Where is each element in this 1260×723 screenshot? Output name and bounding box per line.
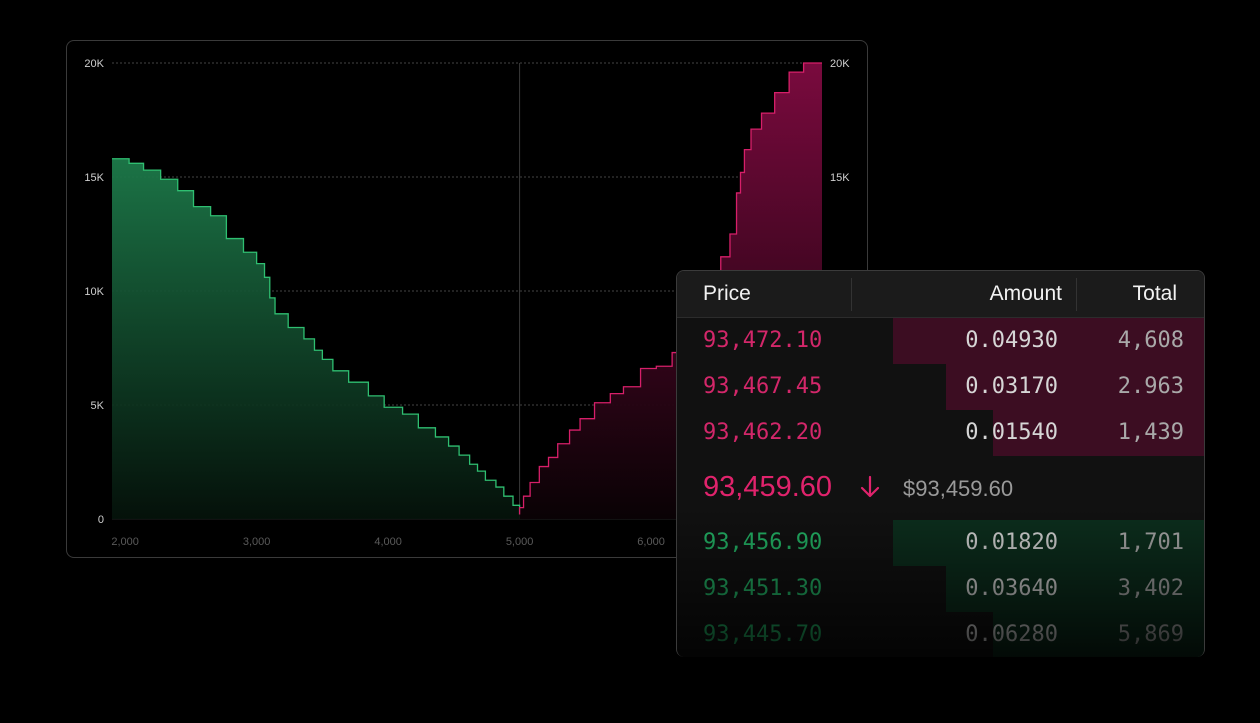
mid-price: 93,459.60	[703, 471, 833, 503]
x-tick-label: 4,000	[374, 536, 402, 548]
ask-row[interactable]: 93,462.20 0.01540 1,439	[677, 410, 1204, 456]
ask-row[interactable]: 93,472.10 0.04930 4,608	[677, 318, 1204, 364]
amount-column-header[interactable]: Amount	[989, 282, 1062, 305]
ask-total: 2.963	[1117, 374, 1184, 399]
axis-ticks: 0 5K 10K 15K 20K 15K 20K 2,000 3,000 4,000 5,000 6,…	[84, 58, 850, 548]
y-tick-label: 20K	[84, 58, 104, 70]
bid-total: 3,402	[1117, 576, 1184, 601]
ask-amount: 0.03170	[965, 374, 1058, 399]
y-tick-label: 15K	[84, 172, 104, 184]
bid-amount: 0.06280	[965, 622, 1058, 647]
bid-depth-area	[112, 158, 520, 519]
ask-depth-bar	[945, 364, 1204, 410]
ask-total: 1,439	[1117, 420, 1184, 445]
ask-amount: 0.01540	[965, 420, 1058, 445]
bid-row[interactable]: 93,451.30 0.03640 3,402	[677, 566, 1204, 612]
ask-total: 4,608	[1117, 328, 1184, 353]
bid-total: 5,869	[1117, 622, 1184, 647]
y-tick-label-right: 15K	[830, 172, 850, 184]
price-column-header[interactable]: Price	[703, 282, 751, 305]
bid-price: 93,451.30	[703, 576, 823, 601]
arrow-down-icon	[860, 475, 880, 498]
ask-price: 93,462.20	[703, 420, 823, 445]
ask-depth-line	[518, 62, 822, 515]
bid-depth-line	[112, 158, 521, 515]
x-tick-label: 6,000	[637, 536, 665, 548]
ask-depth-bar	[993, 410, 1204, 456]
y-tick-label-right: 20K	[830, 58, 850, 70]
ask-price: 93,467.45	[703, 374, 823, 399]
column-divider[interactable]	[1076, 278, 1077, 311]
mid-price-usd: $93,459.60	[903, 476, 1014, 501]
bid-row[interactable]: 93,445.70 0.06280 5,869	[677, 612, 1204, 657]
x-tick-label: 5,000	[506, 536, 534, 548]
order-book: Price Amount Total 93,472.10 0.04930 4,6…	[676, 270, 1205, 657]
column-divider[interactable]	[851, 278, 852, 311]
bid-total: 1,701	[1117, 530, 1184, 555]
order-book-header: Price Amount Total	[677, 271, 1204, 318]
ask-price: 93,472.10	[703, 328, 823, 353]
ask-amount: 0.04930	[965, 328, 1058, 353]
bid-price: 93,445.70	[703, 622, 823, 647]
bid-amount: 0.03640	[965, 576, 1058, 601]
y-tick-label: 0	[98, 514, 104, 526]
y-tick-label: 5K	[91, 400, 105, 412]
x-tick-label: 2,000	[111, 536, 139, 548]
x-tick-label: 3,000	[243, 536, 271, 548]
total-column-header[interactable]: Total	[1132, 282, 1177, 305]
ask-row[interactable]: 93,467.45 0.03170 2.963	[677, 364, 1204, 410]
y-tick-label: 10K	[84, 286, 104, 298]
bid-row[interactable]: 93,456.90 0.01820 1,701	[677, 520, 1204, 566]
ask-depth-bar	[893, 318, 1204, 364]
bid-price: 93,456.90	[703, 530, 823, 555]
bid-amount: 0.01820	[965, 530, 1058, 555]
mid-price-row: 93,459.60 $93,459.60	[677, 456, 1204, 520]
